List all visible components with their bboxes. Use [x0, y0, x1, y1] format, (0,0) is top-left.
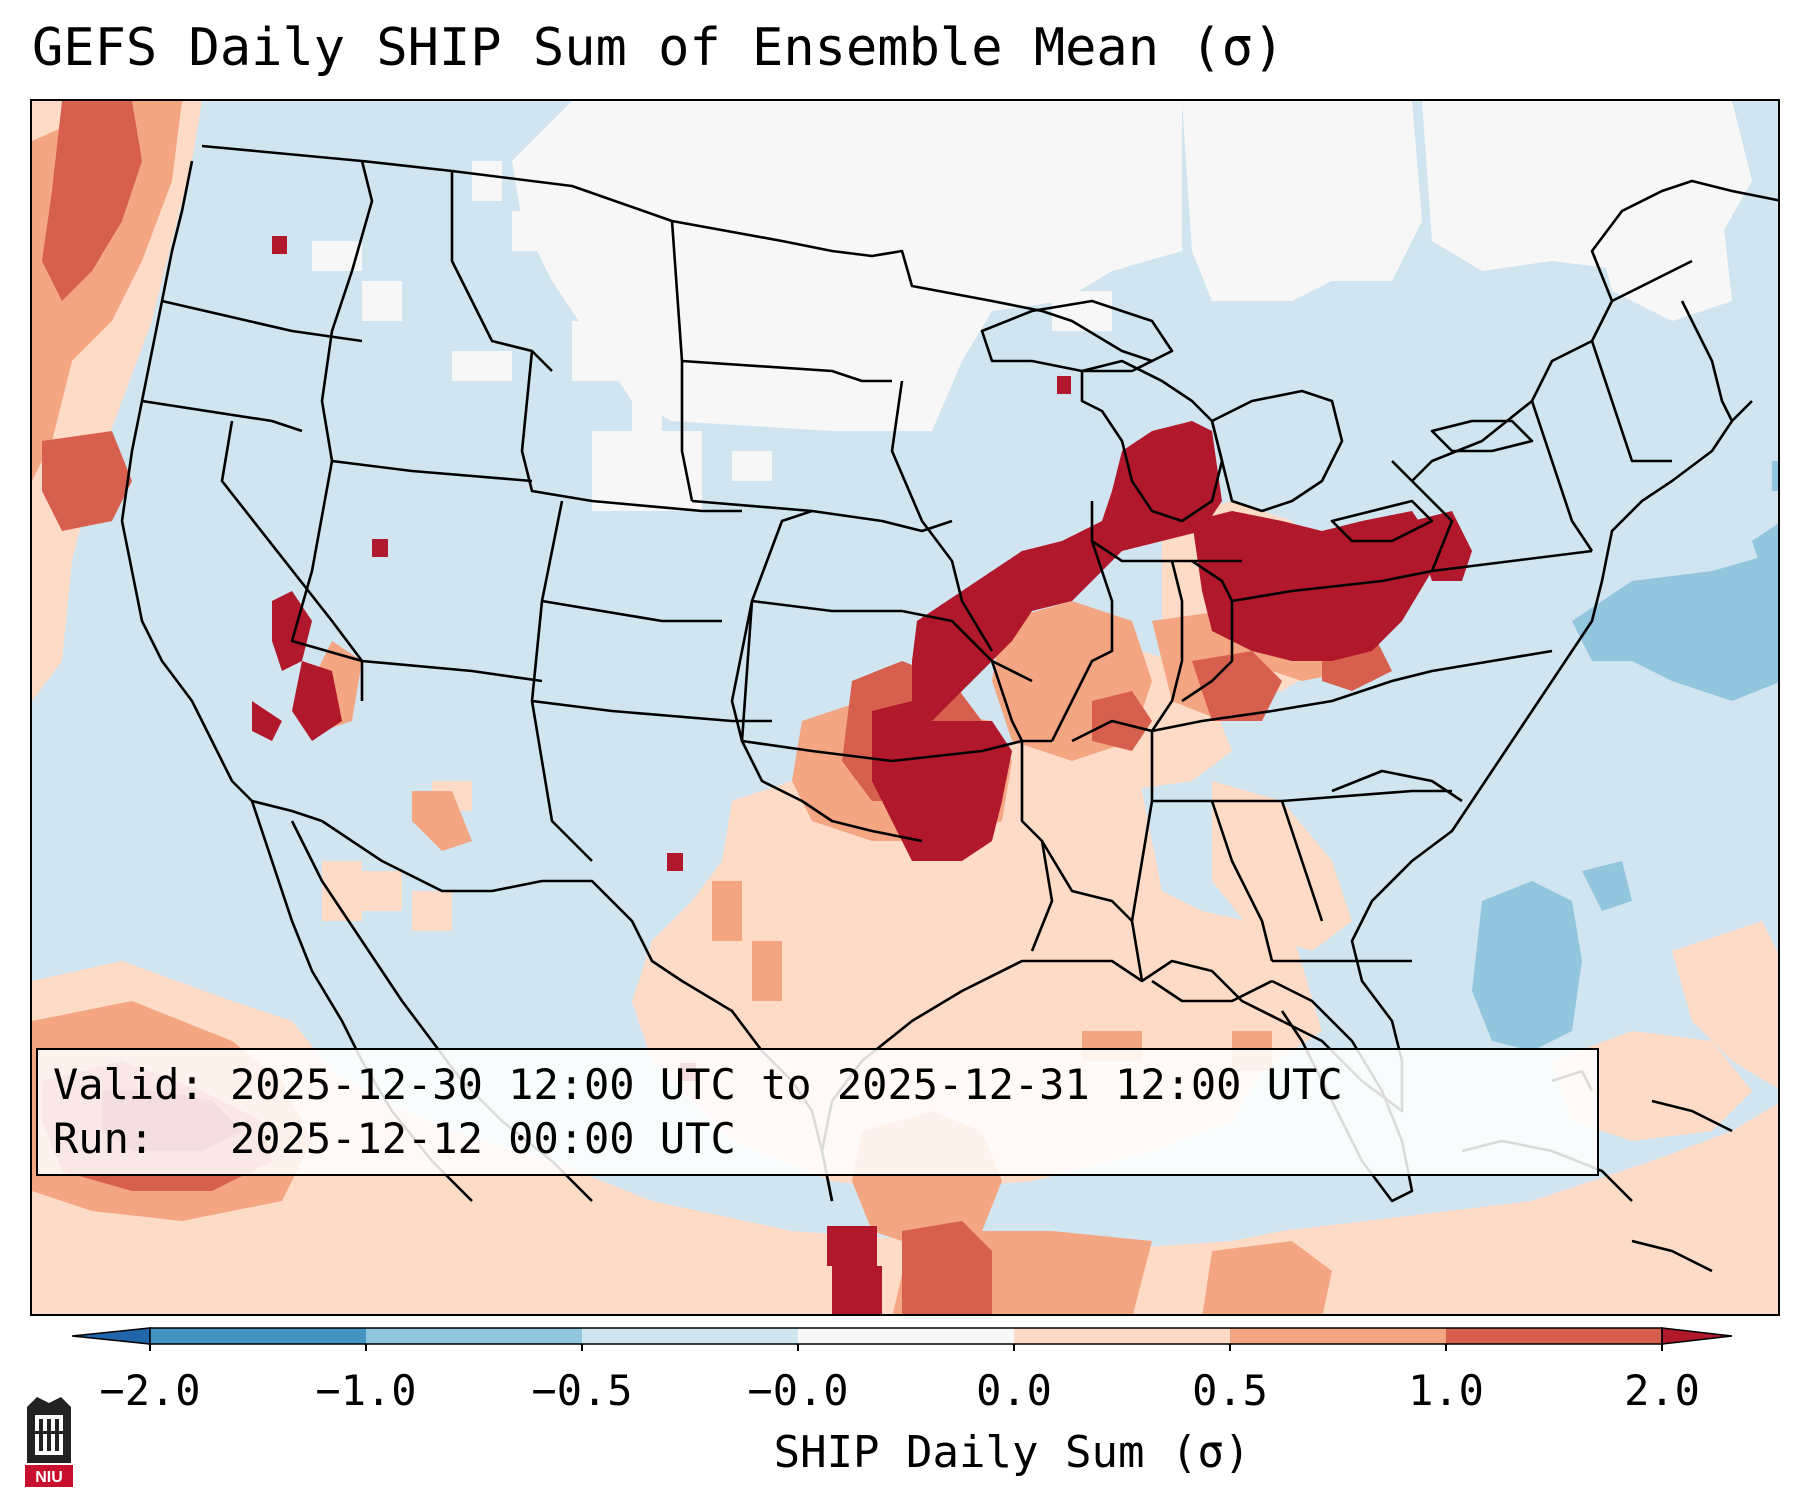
colorbar-tick-label: 2.0 — [1624, 1366, 1700, 1415]
near-zero-field — [312, 101, 1752, 511]
colorbar-extend-high — [1661, 1327, 1732, 1345]
logo-text: NIU — [35, 1469, 63, 1486]
map-title: GEFS Daily SHIP Sum of Ensemble Mean (σ) — [32, 18, 1285, 78]
colorbar-bin — [1446, 1328, 1662, 1344]
colorbar — [72, 1327, 1732, 1351]
colorbar-bin — [150, 1328, 366, 1344]
colorbar-tick-label: 0.0 — [976, 1366, 1052, 1415]
colorbar-tick-label: −0.0 — [747, 1366, 849, 1415]
colorbar-tick-label: −1.0 — [315, 1366, 417, 1415]
colorbar-outline — [149, 1327, 1663, 1345]
colorbar-bin — [1014, 1328, 1230, 1344]
colorbar-label: SHIP Daily Sum (σ) — [773, 1427, 1251, 1478]
colorbar-tick-label: 0.5 — [1192, 1366, 1268, 1415]
colorbar-bin — [1230, 1328, 1446, 1344]
logo-banner — [25, 1465, 73, 1487]
colorbar-tick-label: −2.0 — [99, 1366, 201, 1415]
colorbar-bin — [366, 1328, 582, 1344]
positive-field-extreme — [102, 236, 1472, 1314]
run-label: Run: — [53, 1114, 155, 1163]
state-borders — [120, 144, 1778, 1273]
niu-logo: NIU — [25, 1397, 73, 1487]
colorbar-tick-label: 1.0 — [1408, 1366, 1484, 1415]
colorbar-bin — [798, 1328, 1014, 1344]
valid-label: Valid: — [53, 1060, 205, 1109]
negative-field-moderate — [1472, 461, 1778, 1051]
run-value: 2025-12-12 00:00 UTC — [230, 1114, 736, 1163]
valid-value: 2025-12-30 12:00 UTC to 2025-12-31 12:00… — [230, 1060, 1343, 1109]
colorbar-extend-low — [72, 1327, 151, 1345]
valid-time-box: Valid: 2025-12-30 12:00 UTC to 2025-12-3… — [36, 1048, 1599, 1176]
colorbar-bin — [582, 1328, 798, 1344]
colorbar-tick-label: −0.5 — [531, 1366, 633, 1415]
